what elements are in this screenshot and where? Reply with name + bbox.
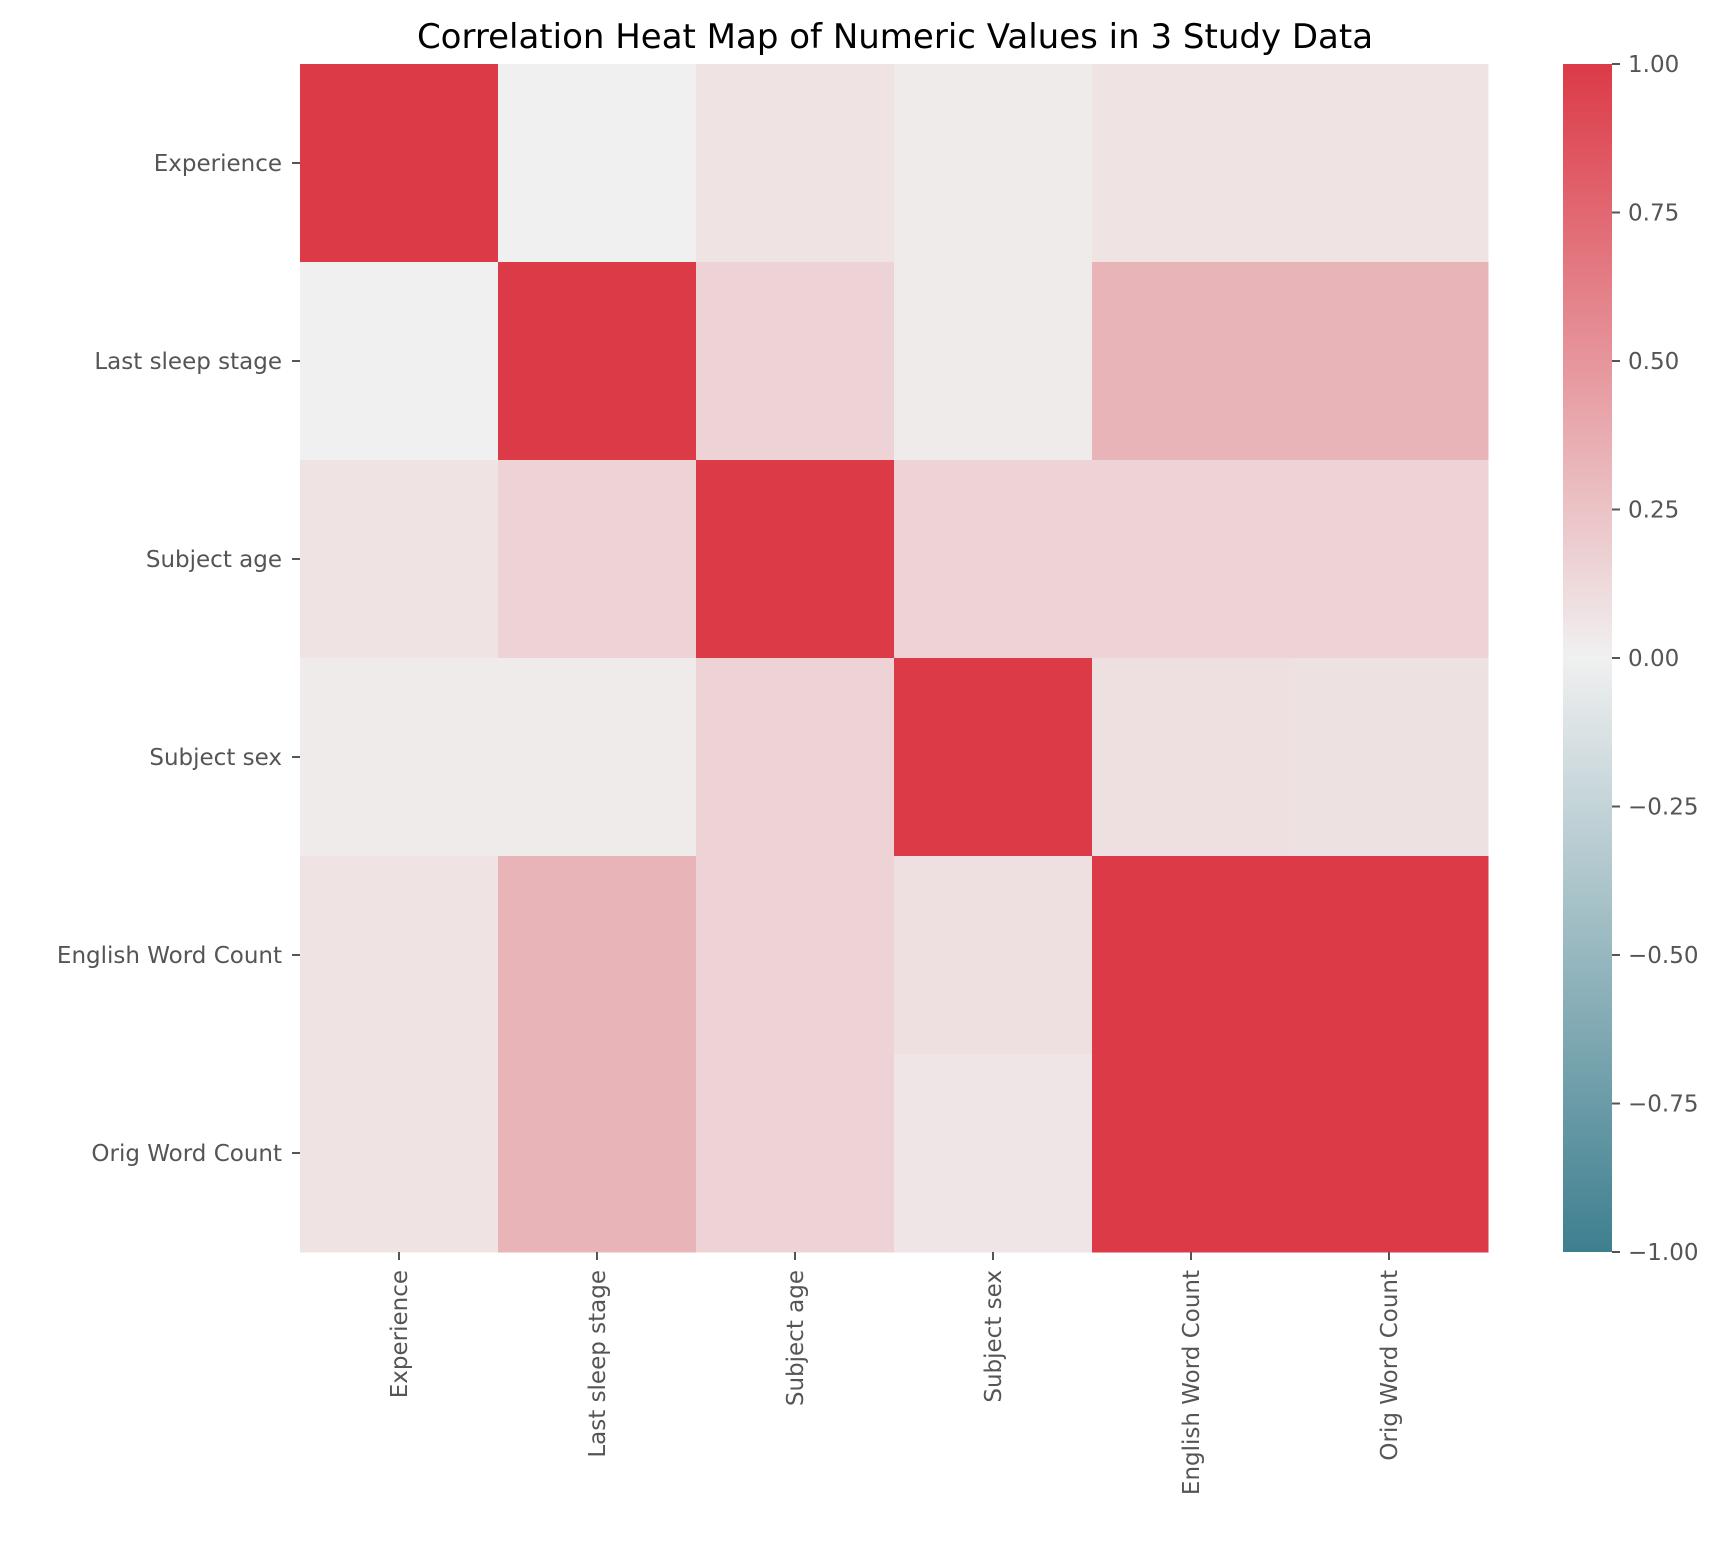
- colorbar-tick-label: −0.50: [1628, 943, 1698, 969]
- colorbar: [1563, 64, 1612, 1252]
- colorbar-tick-label: 1.00: [1628, 52, 1679, 78]
- heatmap-cell-r1-c1: [498, 262, 697, 461]
- y-tick-label: English Word Count: [57, 943, 282, 969]
- colorbar-tick-label: 0.50: [1628, 349, 1679, 375]
- heatmap-cell-r3-c1: [498, 658, 697, 857]
- heatmap-cell-r3-c5: [1290, 658, 1489, 857]
- x-tick-label: Orig Word Count: [1377, 1270, 1403, 1461]
- colorbar-tick-label: 0.25: [1628, 498, 1679, 524]
- heatmap-cell-r5-c3: [894, 1054, 1093, 1253]
- colorbar-ticks: 1.00 0.75 0.50 0.25 0.00 −0.25 −0.50 −0.75 −1.00: [1612, 52, 1698, 1266]
- heatmap-cell-r2-c0: [300, 460, 499, 659]
- heatmap-cells: [300, 64, 1489, 1253]
- heatmap-cell-r2-c2: [696, 460, 895, 659]
- heatmap-cell-r4-c5: [1290, 856, 1489, 1055]
- heatmap-cell-r5-c1: [498, 1054, 697, 1253]
- x-tick-label: English Word Count: [1179, 1270, 1205, 1495]
- heatmap-cell-r4-c3: [894, 856, 1093, 1055]
- heatmap-cell-r5-c4: [1092, 1054, 1291, 1253]
- y-tick-label: Orig Word Count: [91, 1141, 282, 1167]
- heatmap-cell-r4-c2: [696, 856, 895, 1055]
- x-tick-label: Experience: [387, 1270, 413, 1398]
- heatmap-cell-r1-c5: [1290, 262, 1489, 461]
- colorbar-tick-label: −0.25: [1628, 795, 1698, 821]
- x-tick-label: Subject sex: [981, 1270, 1007, 1403]
- heatmap-cell-r1-c0: [300, 262, 499, 461]
- heatmap-cell-r1-c3: [894, 262, 1093, 461]
- heatmap-cell-r0-c1: [498, 64, 697, 263]
- y-tick-label: Subject sex: [149, 745, 282, 771]
- heatmap-cell-r0-c0: [300, 64, 499, 263]
- heatmap-cell-r3-c2: [696, 658, 895, 857]
- heatmap-cell-r2-c4: [1092, 460, 1291, 659]
- heatmap-cell-r2-c5: [1290, 460, 1489, 659]
- heatmap-cell-r2-c1: [498, 460, 697, 659]
- heatmap-cell-r4-c4: [1092, 856, 1291, 1055]
- colorbar-tick-label: −1.00: [1628, 1240, 1698, 1266]
- heatmap-cell-r0-c5: [1290, 64, 1489, 263]
- heatmap-cell-r3-c4: [1092, 658, 1291, 857]
- heatmap-cell-r1-c4: [1092, 262, 1291, 461]
- heatmap-cell-r0-c4: [1092, 64, 1291, 263]
- y-axis: Experience Last sleep stage Subject age Sub…: [57, 151, 300, 1167]
- heatmap-cell-r1-c2: [696, 262, 895, 461]
- x-tick-label: Last sleep stage: [585, 1270, 611, 1458]
- x-tick-label: Subject age: [783, 1270, 809, 1406]
- colorbar-tick-label: 0.75: [1628, 201, 1679, 227]
- y-tick-label: Subject age: [146, 547, 282, 573]
- heatmap-cell-r3-c0: [300, 658, 499, 857]
- heatmap-cell-r0-c3: [894, 64, 1093, 263]
- heatmap-cell-r5-c2: [696, 1054, 895, 1253]
- heatmap-cell-r0-c2: [696, 64, 895, 263]
- y-tick-label: Last sleep stage: [94, 349, 282, 375]
- heatmap-cell-r4-c0: [300, 856, 499, 1055]
- heatmap-cell-r5-c0: [300, 1054, 499, 1253]
- colorbar-tick-label: 0.00: [1628, 646, 1679, 672]
- heatmap-cell-r4-c1: [498, 856, 697, 1055]
- colorbar-tick-label: −0.75: [1628, 1092, 1698, 1118]
- chart-title: Correlation Heat Map of Numeric Values i…: [417, 17, 1373, 57]
- heatmap-cell-r2-c3: [894, 460, 1093, 659]
- y-tick-label: Experience: [154, 151, 282, 177]
- heatmap-cell-r5-c5: [1290, 1054, 1489, 1253]
- x-axis: Experience Last sleep stage Subject age Sub…: [387, 1252, 1403, 1495]
- heatmap-cell-r3-c3: [894, 658, 1093, 857]
